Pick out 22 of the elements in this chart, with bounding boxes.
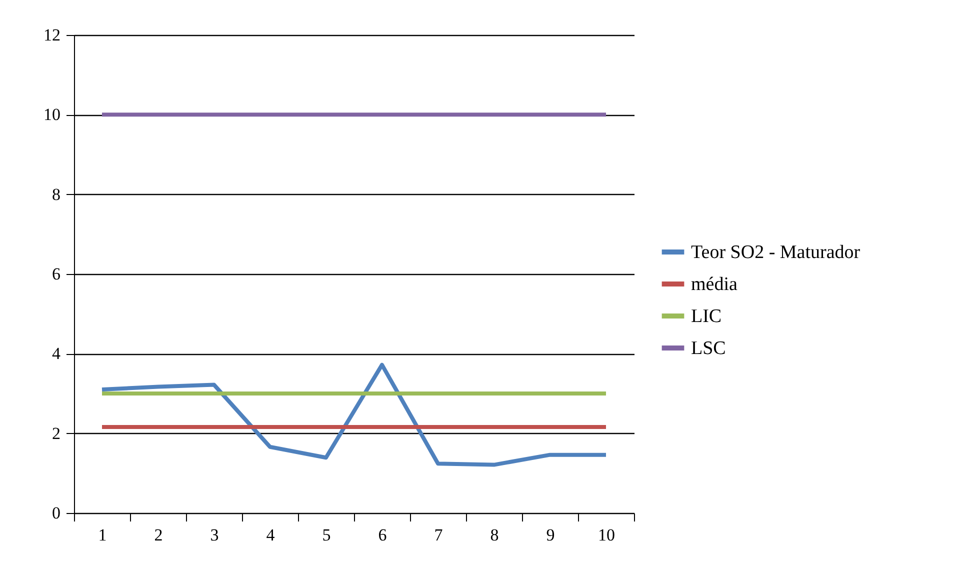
y-tick-label: 10 — [44, 105, 60, 124]
x-tick-label: 2 — [154, 526, 163, 544]
x-tick-label: 1 — [98, 526, 107, 544]
line-series — [100, 362, 608, 467]
legend-label: Teor SO2 - Maturador — [691, 242, 861, 263]
x-tick-label: 6 — [378, 526, 387, 544]
y-tick-label: 12 — [44, 26, 60, 44]
legend-label: LSC — [691, 338, 726, 359]
x-tick-label: 10 — [598, 526, 615, 544]
x-tick-label: 3 — [210, 526, 219, 544]
legend-label: LIC — [691, 306, 722, 327]
y-tick-label: 4 — [52, 344, 61, 364]
legend-label: média — [691, 274, 738, 295]
y-tick-label: 8 — [52, 184, 60, 204]
y-tick-label: 6 — [52, 264, 60, 284]
x-tick-label: 4 — [266, 526, 276, 544]
y-tick-label: 2 — [52, 424, 60, 443]
x-tick-label: 7 — [434, 526, 444, 544]
x-tick-label: 9 — [546, 526, 555, 544]
x-tick-label: 8 — [490, 526, 499, 544]
y-tick-label: 0 — [52, 504, 60, 522]
x-tick-label: 5 — [322, 526, 331, 544]
